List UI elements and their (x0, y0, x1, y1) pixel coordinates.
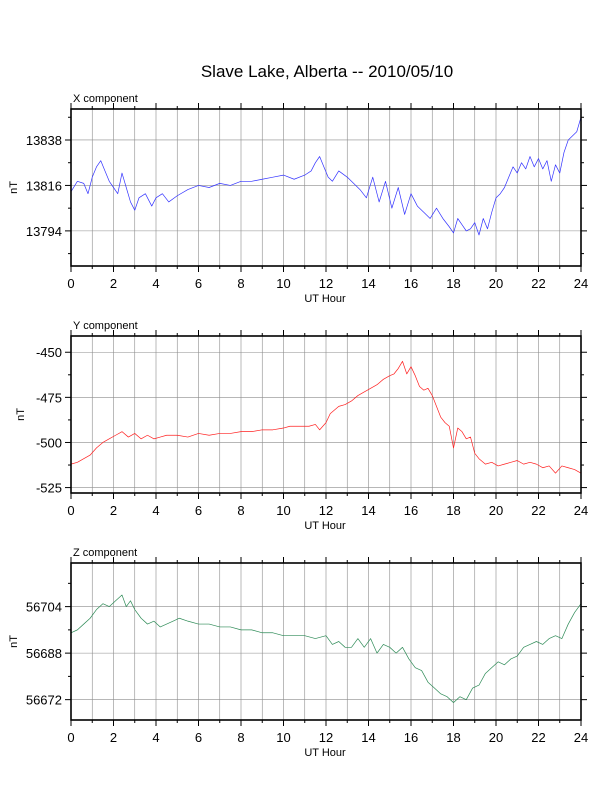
y-tick-label: -525 (36, 481, 62, 496)
x-tick-label: 12 (319, 503, 333, 518)
x-tick-label: 6 (195, 503, 202, 518)
series-line-1 (70, 360, 582, 474)
x-tick-label: 22 (531, 503, 545, 518)
x-tick-label: 6 (195, 730, 202, 745)
x-tick-label: 0 (67, 276, 74, 291)
x-tick-label: 14 (361, 276, 375, 291)
y-tick-label: 56688 (26, 646, 62, 661)
x-tick-label: 16 (404, 503, 418, 518)
x-tick-label: 18 (446, 276, 460, 291)
x-tick-label: 8 (237, 276, 244, 291)
x-tick-label: 24 (574, 503, 588, 518)
y-tick-label: 13816 (26, 178, 62, 193)
x-tick-label: 20 (489, 276, 503, 291)
y-tick-label: 56704 (26, 600, 62, 615)
x-tick-label: 2 (110, 276, 117, 291)
component-label: X component (73, 93, 138, 105)
x-tick-label: 4 (152, 276, 159, 291)
x-tick-label: 16 (404, 276, 418, 291)
x-tick-label: 10 (276, 730, 290, 745)
y-tick-label: -475 (36, 390, 62, 405)
x-tick-label: 14 (361, 503, 375, 518)
y-tick-label: 56672 (26, 693, 62, 708)
x-tick-label: 20 (489, 503, 503, 518)
x-tick-label: 0 (67, 730, 74, 745)
series-line-0 (70, 117, 582, 236)
x-tick-label: 24 (574, 276, 588, 291)
x-axis-title: UT Hour (304, 293, 346, 305)
x-tick-label: 0 (67, 503, 74, 518)
x-tick-label: 14 (361, 730, 375, 745)
x-tick-label: 18 (446, 730, 460, 745)
x-tick-label: 2 (110, 503, 117, 518)
component-label: Y component (73, 320, 138, 332)
x-axis-title: UT Hour (304, 747, 346, 759)
x-tick-label: 22 (531, 276, 545, 291)
x-tick-label: 10 (276, 276, 290, 291)
y-tick-label: 13794 (26, 224, 62, 239)
y-tick-label: 13838 (26, 133, 62, 148)
component-label: Z component (73, 547, 137, 559)
x-tick-label: 22 (531, 730, 545, 745)
x-tick-label: 8 (237, 730, 244, 745)
x-tick-label: 24 (574, 730, 588, 745)
x-axis-title: UT Hour (304, 520, 346, 532)
x-tick-label: 4 (152, 730, 159, 745)
x-tick-label: 4 (152, 503, 159, 518)
chart-title: Slave Lake, Alberta -- 2010/05/10 (201, 62, 453, 81)
x-tick-label: 8 (237, 503, 244, 518)
x-tick-label: 2 (110, 730, 117, 745)
x-tick-label: 6 (195, 276, 202, 291)
x-tick-label: 12 (319, 276, 333, 291)
y-tick-label: -450 (36, 345, 62, 360)
x-tick-label: 10 (276, 503, 290, 518)
x-tick-label: 12 (319, 730, 333, 745)
y-axis-title: nT (15, 408, 27, 421)
y-axis-title: nT (8, 181, 20, 194)
series-line-2 (70, 594, 582, 703)
x-tick-label: 18 (446, 503, 460, 518)
x-tick-label: 20 (489, 730, 503, 745)
y-tick-label: -500 (36, 435, 62, 450)
y-axis-title: nT (8, 635, 20, 648)
x-tick-label: 16 (404, 730, 418, 745)
